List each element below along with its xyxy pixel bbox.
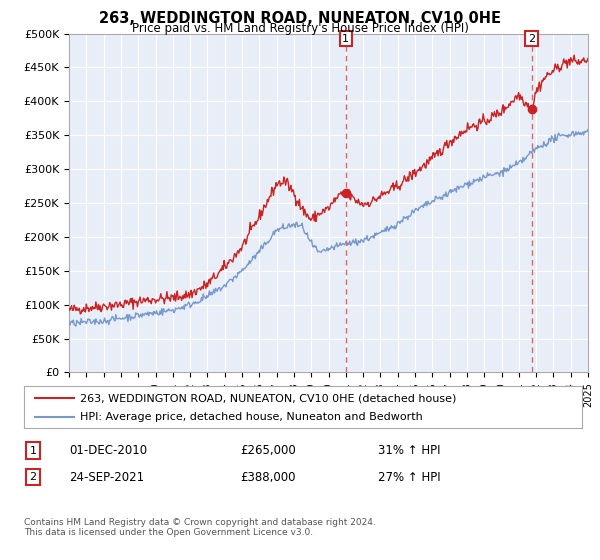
Text: 2: 2 [29,472,37,482]
Text: 27% ↑ HPI: 27% ↑ HPI [378,470,440,484]
Text: 01-DEC-2010: 01-DEC-2010 [69,444,147,458]
Text: Price paid vs. HM Land Registry's House Price Index (HPI): Price paid vs. HM Land Registry's House … [131,22,469,35]
Text: £388,000: £388,000 [240,470,296,484]
Text: 31% ↑ HPI: 31% ↑ HPI [378,444,440,458]
Text: 263, WEDDINGTON ROAD, NUNEATON, CV10 0HE (detached house): 263, WEDDINGTON ROAD, NUNEATON, CV10 0HE… [80,393,456,403]
Text: 1: 1 [29,446,37,456]
Text: 2: 2 [528,34,535,44]
Text: HPI: Average price, detached house, Nuneaton and Bedworth: HPI: Average price, detached house, Nune… [80,412,422,422]
Text: 263, WEDDINGTON ROAD, NUNEATON, CV10 0HE: 263, WEDDINGTON ROAD, NUNEATON, CV10 0HE [99,11,501,26]
Text: 24-SEP-2021: 24-SEP-2021 [69,470,144,484]
Text: Contains HM Land Registry data © Crown copyright and database right 2024.
This d: Contains HM Land Registry data © Crown c… [24,518,376,538]
Text: £265,000: £265,000 [240,444,296,458]
Text: 1: 1 [343,34,349,44]
